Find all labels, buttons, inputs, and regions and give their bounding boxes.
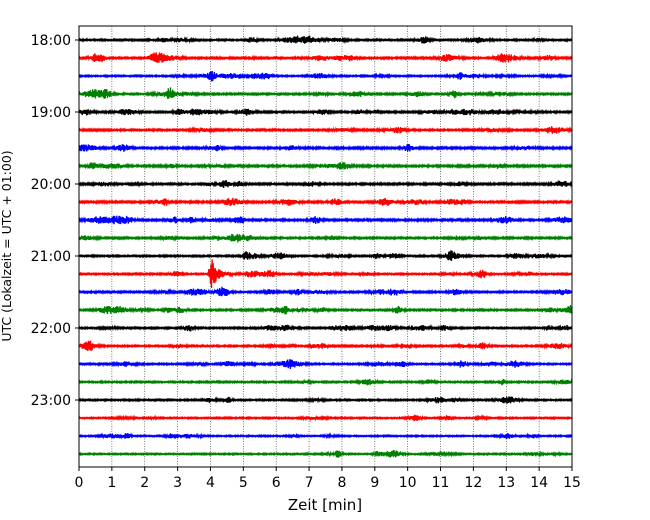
y-tick-label: 22:00 [31, 321, 71, 337]
y-tick-label: 19:00 [31, 105, 71, 121]
x-tick-label: 0 [75, 475, 84, 491]
trace-2015 [78, 197, 573, 207]
trace-1930 [78, 143, 573, 152]
y-axis-ticks: 18:00 19:00 20:00 21:00 22:00 23:00 [31, 33, 79, 409]
x-axis-ticks: 0 1 2 3 4 5 6 7 8 9 10 11 12 13 14 15 [75, 467, 581, 491]
plot-frame [78, 25, 573, 468]
trace-2000 [78, 180, 573, 189]
trace-2115 [78, 259, 573, 289]
x-gridlines [111, 26, 540, 467]
trace-1945 [78, 162, 573, 170]
trace-2045 [78, 233, 573, 243]
trace-1815 [78, 52, 573, 63]
x-axis-label: Zeit [min] [288, 496, 362, 514]
x-tick-label: 5 [239, 475, 248, 491]
trace-2315 [78, 414, 573, 422]
x-tick-label: 1 [107, 475, 116, 491]
x-tick-label: 10 [399, 475, 417, 491]
y-tick-label: 20:00 [31, 177, 71, 193]
trace-2330 [78, 432, 573, 440]
trace-2245 [78, 378, 573, 386]
x-tick-label: 4 [206, 475, 215, 491]
trace-2215 [78, 340, 573, 351]
trace-2100 [78, 250, 573, 261]
trace-1900 [78, 108, 573, 116]
x-tick-label: 2 [140, 475, 149, 491]
y-tick-label: 18:00 [31, 33, 71, 49]
seismogram-traces [78, 35, 573, 459]
x-tick-label: 8 [337, 475, 346, 491]
x-tick-label: 13 [497, 475, 515, 491]
trace-2145 [78, 305, 573, 315]
trace-1915 [78, 126, 573, 134]
y-tick-label: 21:00 [31, 249, 71, 265]
trace-2300 [78, 396, 573, 404]
trace-1800 [78, 35, 573, 44]
y-axis-label: UTC (Lokalzeit = UTC + 01:00) [0, 150, 14, 341]
trace-2030 [78, 215, 573, 225]
trace-1845 [78, 87, 573, 99]
x-tick-label: 12 [464, 475, 482, 491]
trace-1830 [78, 70, 573, 82]
trace-2345 [78, 449, 573, 459]
x-tick-label: 11 [432, 475, 450, 491]
x-tick-label: 7 [305, 475, 314, 491]
x-tick-label: 15 [563, 475, 581, 491]
x-tick-label: 14 [530, 475, 548, 491]
x-tick-label: 6 [272, 475, 281, 491]
y-tick-label: 23:00 [31, 393, 71, 409]
x-tick-label: 3 [173, 475, 182, 491]
trace-2130 [78, 286, 573, 297]
trace-2230 [78, 359, 573, 369]
trace-2200 [78, 324, 573, 332]
x-tick-label: 9 [370, 475, 379, 491]
